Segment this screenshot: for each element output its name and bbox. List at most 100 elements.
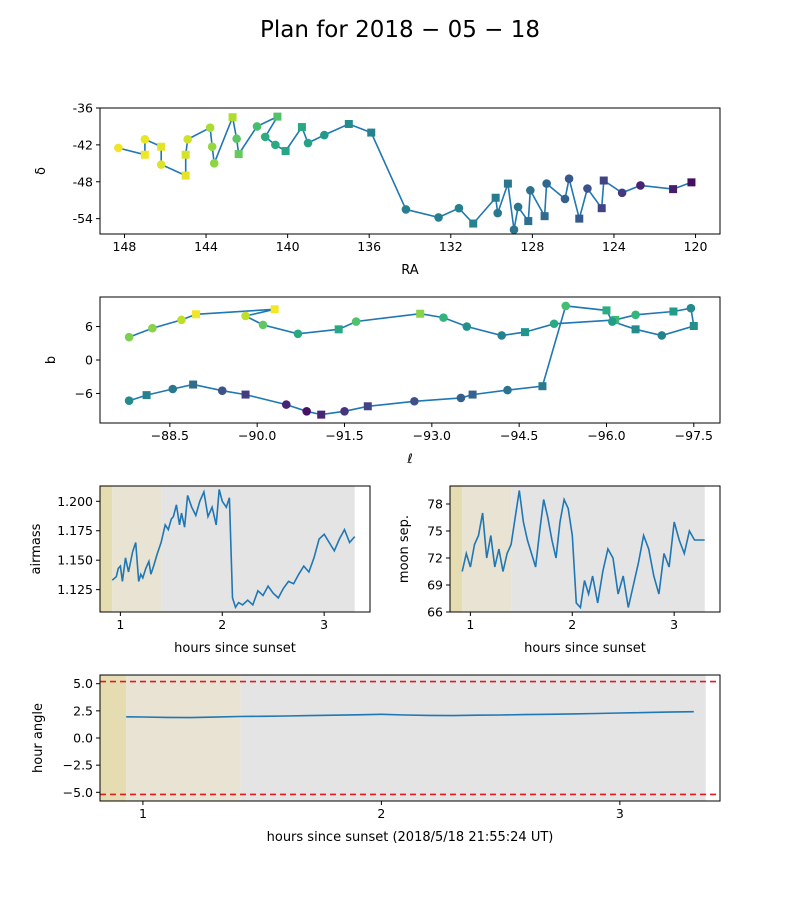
data-point — [564, 174, 574, 183]
data-point — [297, 123, 306, 132]
moon-separation-chart: 1 2 3 66 69 72 75 78 hours since sunset moon sep. — [397, 485, 721, 656]
data-point — [520, 328, 529, 337]
x-tick-label: 1 — [466, 617, 474, 632]
data-point — [416, 309, 425, 318]
data-point — [340, 406, 349, 416]
y-tick-label: 6 — [85, 319, 93, 334]
y-tick-label: 69 — [427, 578, 443, 593]
data-point — [156, 160, 166, 169]
x-axis-label: hours since sunset (2018/5/18 21:55:24 U… — [267, 830, 554, 845]
data-point — [434, 213, 443, 222]
data-point — [124, 332, 134, 342]
data-point — [608, 317, 617, 326]
shade-band-1 — [126, 675, 241, 801]
data-point — [234, 150, 243, 159]
data-point — [631, 325, 640, 334]
data-point — [293, 329, 303, 339]
data-point — [469, 219, 478, 228]
series-line — [126, 710, 694, 719]
data-point — [140, 135, 150, 144]
y-tick-label: 66 — [427, 605, 443, 620]
x-axis-label: hours since sunset — [524, 641, 646, 656]
data-point — [509, 225, 519, 234]
hour-angle-chart: 1 2 3 5.0 2.5 0.0 −2.5 −5.0 hours since sunset (… — [31, 674, 721, 845]
y-tick-label: 1.200 — [57, 494, 93, 509]
data-point — [686, 303, 696, 313]
data-point — [657, 331, 667, 340]
data-point — [140, 150, 149, 159]
data-point — [669, 185, 678, 194]
y-axis-label: hour angle — [31, 703, 46, 773]
data-point — [302, 406, 311, 416]
series-line — [111, 489, 356, 610]
shade-band-0 — [450, 486, 463, 612]
x-tick-label: 136 — [357, 239, 381, 254]
x-tick-label: 3 — [320, 617, 328, 632]
x-tick-label: −97.5 — [675, 428, 713, 443]
y-tick-label: 2.5 — [73, 703, 93, 718]
y-axis-label: moon sep. — [397, 515, 412, 583]
y-axis-label: δ — [34, 167, 49, 175]
x-tick-label: 3 — [670, 617, 678, 632]
data-point — [410, 396, 419, 406]
y-tick-label: 72 — [427, 551, 443, 566]
data-point — [363, 402, 372, 411]
data-point — [401, 205, 411, 214]
x-axis-label: RA — [401, 263, 419, 278]
y-axis-label: b — [44, 356, 59, 364]
y-axis-label: airmass — [29, 523, 44, 574]
x-tick-label: 140 — [276, 239, 300, 254]
data-point — [513, 202, 523, 212]
data-point — [583, 184, 592, 193]
data-point — [189, 380, 198, 389]
figure-title: Plan for 2018 − 05 − 18 — [260, 17, 540, 43]
y-tick-label: -36 — [73, 101, 93, 116]
data-point — [303, 138, 313, 148]
data-point — [689, 321, 698, 330]
plot-frame — [449, 485, 721, 613]
data-point — [209, 159, 219, 168]
data-point — [317, 410, 326, 419]
airmass-chart: 1 2 3 1.125 1.150 1.175 1.200 hours since sunse… — [29, 485, 371, 656]
data-point — [503, 385, 512, 395]
x-tick-label: 2 — [568, 617, 576, 632]
data-point — [456, 393, 466, 403]
y-tick-label: 5.0 — [73, 676, 93, 691]
data-point — [462, 322, 472, 331]
plot-frame — [99, 485, 371, 613]
data-point — [493, 208, 502, 218]
data-point — [540, 212, 549, 221]
data-point — [538, 382, 547, 391]
x-tick-label: 148 — [113, 239, 137, 254]
y-tick-label: 78 — [427, 497, 443, 512]
data-point — [168, 384, 178, 394]
data-point — [241, 390, 250, 399]
y-tick-label: 75 — [427, 524, 443, 539]
data-point — [526, 186, 535, 195]
data-point — [602, 306, 611, 315]
x-tick-label: −94.5 — [500, 428, 538, 443]
data-point — [439, 313, 448, 322]
data-point — [597, 204, 606, 213]
data-point — [270, 305, 279, 314]
shade-band-0 — [100, 675, 127, 801]
data-point — [258, 320, 268, 330]
data-point — [252, 122, 262, 131]
data-point — [241, 311, 250, 321]
data-point — [687, 178, 696, 187]
data-point — [344, 119, 353, 128]
data-point — [205, 123, 215, 132]
data-point — [560, 194, 570, 204]
y-tick-label: −2.5 — [63, 758, 93, 773]
data-point — [260, 132, 270, 142]
x-tick-label: 1 — [139, 806, 147, 821]
data-point — [351, 317, 361, 326]
x-tick-label: 1 — [116, 617, 124, 632]
y-tick-label: -54 — [73, 211, 93, 226]
data-point — [561, 301, 571, 311]
data-point — [207, 142, 217, 152]
data-point — [599, 176, 608, 185]
data-point — [549, 319, 559, 329]
data-point — [192, 310, 201, 319]
x-tick-label: −93.0 — [413, 428, 451, 443]
